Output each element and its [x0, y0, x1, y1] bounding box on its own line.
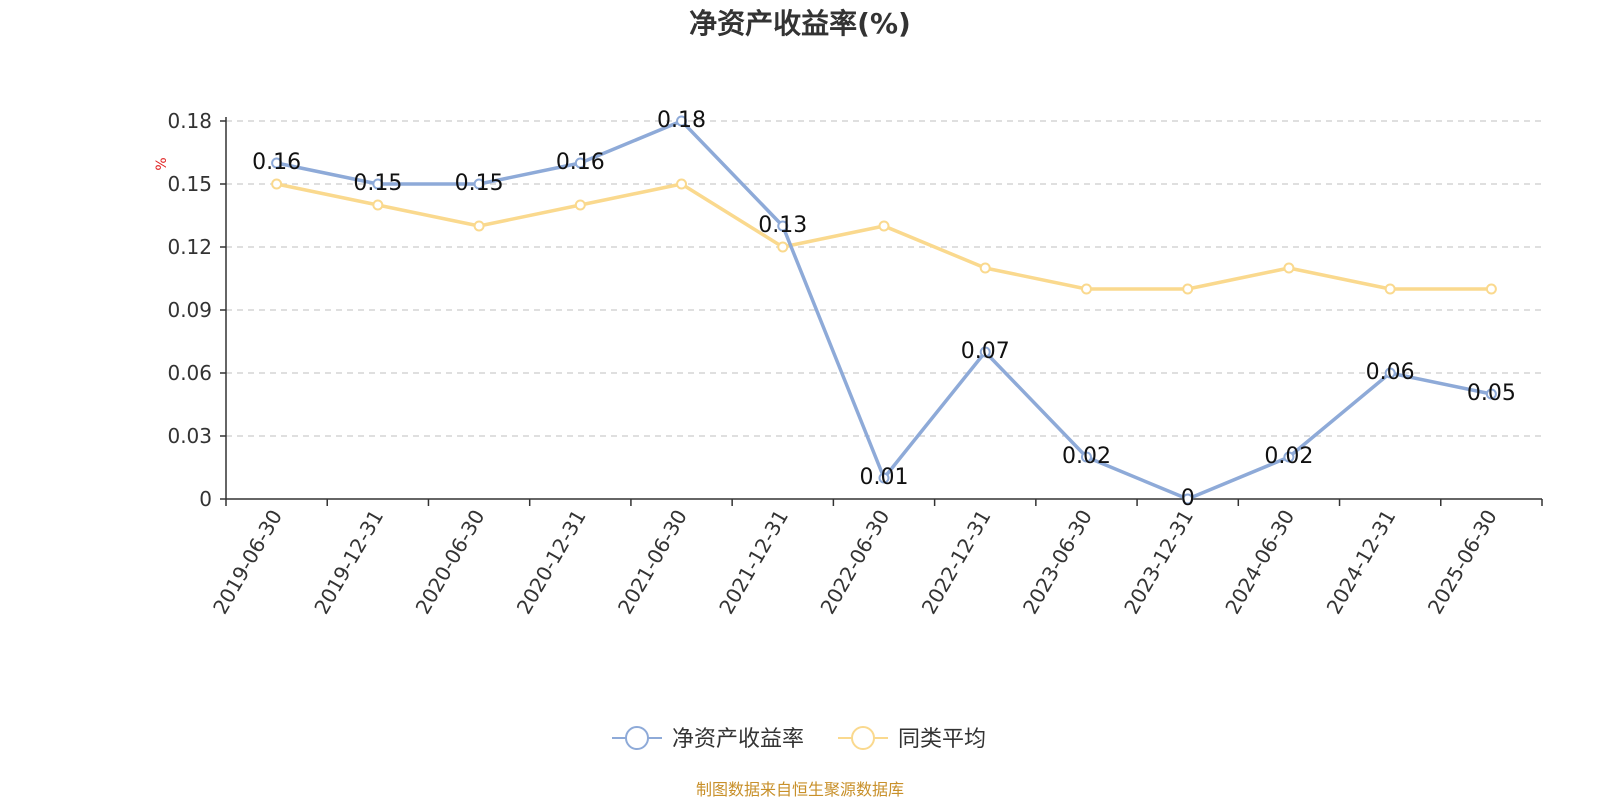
data-label: 0.13: [758, 213, 807, 238]
data-label: 0.02: [1264, 444, 1313, 469]
y-tick-label: 0.03: [167, 424, 212, 448]
x-tick-label: 2024-06-30: [1220, 506, 1299, 619]
data-label: 0.16: [556, 150, 605, 175]
legend-marker-icon: [625, 726, 649, 750]
legend-item[interactable]: 同类平均: [838, 726, 986, 752]
data-label: 0.15: [455, 171, 504, 196]
data-point: [574, 157, 586, 169]
y-tick-label: 0: [199, 487, 212, 511]
axes: [220, 117, 1543, 506]
x-tick-label: 2022-12-31: [917, 505, 996, 618]
series: [271, 115, 1497, 505]
data-point: [473, 178, 485, 190]
data-label: 0.05: [1467, 381, 1516, 406]
data-point: [1384, 283, 1396, 295]
data-point: [1283, 262, 1295, 274]
x-tick-label: 2023-06-30: [1018, 506, 1097, 619]
x-tick-label: 2020-06-30: [411, 505, 490, 618]
y-axis-unit-label: %: [154, 157, 170, 170]
data-point: [676, 178, 688, 190]
data-label: 0.15: [353, 171, 402, 196]
x-tick-label: 2019-12-31: [309, 506, 388, 619]
x-tick-label: 2019-06-30: [208, 506, 287, 619]
data-point: [1283, 451, 1295, 463]
data-label: 0.06: [1366, 360, 1415, 385]
series-line: [276, 182, 1492, 291]
chart-title: 净资产收益率(%): [689, 7, 911, 40]
x-tick-label: 2023-12-31: [1119, 506, 1198, 619]
source-note: 制图数据来自恒生聚源数据库: [695, 780, 904, 799]
y-tick-label: 0.18: [167, 109, 212, 133]
y-tick-label: 0.09: [167, 298, 212, 322]
data-label: 0.07: [961, 339, 1010, 364]
x-tick-label: 2021-12-31: [714, 506, 793, 619]
data-point: [1384, 367, 1396, 379]
data-point: [1080, 283, 1092, 295]
x-tick-labels: 2019-06-30 2019-12-31 2020-06-30 2020-12-31…: [208, 505, 1502, 618]
data-point: [1485, 283, 1497, 295]
data-label: 0.16: [252, 150, 301, 175]
legend-item[interactable]: 净资产收益率: [612, 726, 804, 752]
data-point: [372, 199, 384, 211]
x-tick-label: 2025-06-30: [1423, 506, 1502, 619]
data-label: 0: [1181, 486, 1195, 511]
data-point: [878, 472, 890, 484]
data-point: [979, 346, 991, 358]
x-tick-label: 2021-06-30: [613, 506, 692, 619]
x-tick-label: 2022-06-30: [815, 506, 894, 619]
legend-label: 同类平均: [898, 727, 986, 752]
data-point: [676, 115, 688, 127]
data-point: [1080, 451, 1092, 463]
data-point: [1485, 388, 1497, 400]
legend-marker-icon: [851, 726, 875, 750]
data-label: 0.18: [657, 108, 706, 133]
legend-label: 净资产收益率: [672, 727, 804, 752]
data-label: 0.01: [860, 465, 909, 490]
legend[interactable]: 净资产收益率 同类平均: [612, 726, 986, 752]
data-point: [574, 199, 586, 211]
data-point: [979, 262, 991, 274]
data-point: [271, 157, 283, 169]
data-point: [777, 220, 789, 232]
data-point: [777, 241, 789, 253]
y-tick-label: 0.06: [167, 361, 212, 385]
x-tick-label: 2024-12-31: [1322, 506, 1401, 619]
data-point: [878, 220, 890, 232]
data-point: [1182, 493, 1194, 505]
y-tick-label: 0.12: [167, 235, 212, 259]
data-point: [473, 220, 485, 232]
data-point: [1182, 283, 1194, 295]
data-label: 0.02: [1062, 444, 1111, 469]
data-labels: 0.16 0.15 0.15 0.16 0.18 0.13 0.01 0.07 0.02 0 0.0…: [252, 108, 1516, 511]
data-point: [372, 178, 384, 190]
y-tick-label: 0.15: [167, 172, 212, 196]
x-tick-label: 2020-12-31: [512, 506, 591, 619]
y-tick-labels: 0 0.03 0.06 0.09 0.12 0.15 0.18: [167, 109, 212, 511]
data-point: [271, 178, 283, 190]
